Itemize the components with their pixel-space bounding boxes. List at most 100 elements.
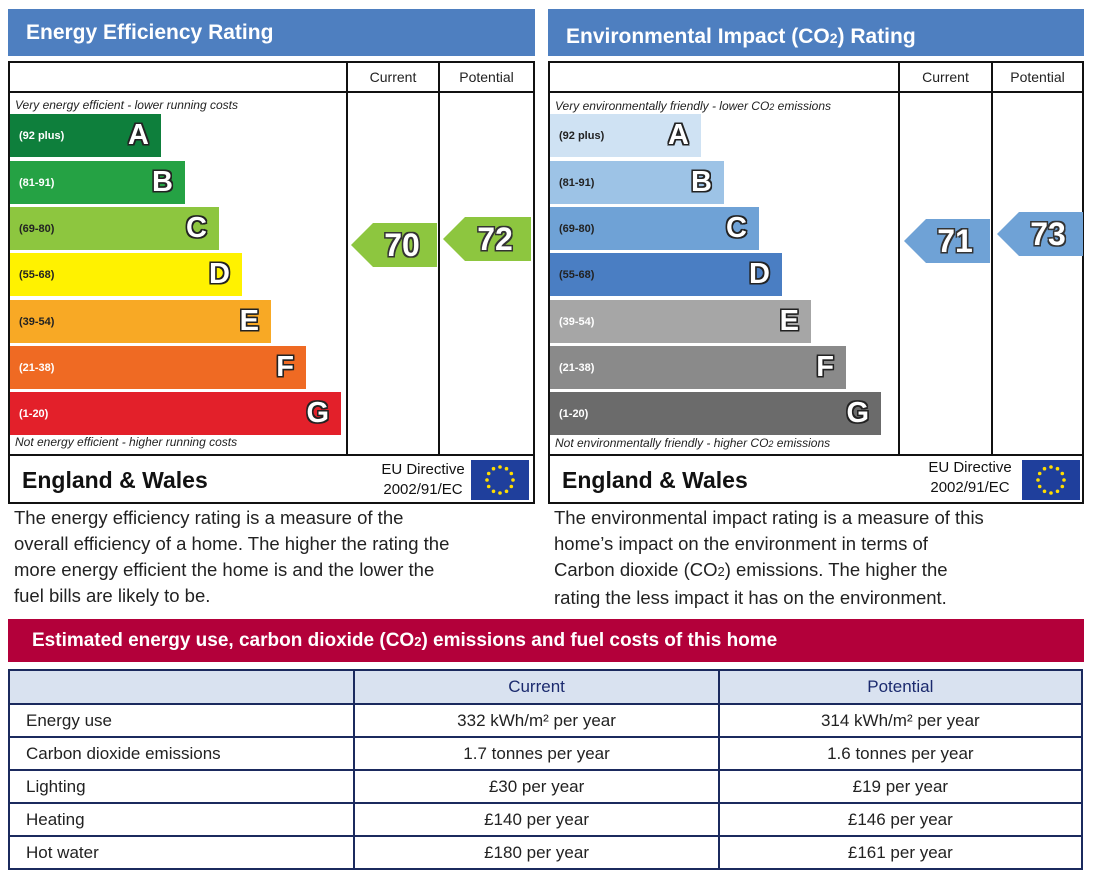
energy-potential-value: 72 [477, 220, 513, 257]
environment-rating-title: Environmental Impact (CO2) Rating [548, 9, 1084, 56]
row-current: 332 kWh/m² per year [353, 703, 720, 738]
energy-band-e: (39-54) E [10, 300, 271, 343]
row-potential: 1.6 tonnes per year [717, 736, 1084, 771]
energy-band-range: (55-68) [19, 268, 55, 281]
table-row: Heating £140 per year £146 per year [7, 802, 1084, 837]
row-potential: £146 per year [717, 802, 1084, 837]
table-row: Energy use 332 kWh/m² per year 314 kWh/m… [7, 703, 1084, 738]
energy-description-line: fuel bills are likely to be. [14, 585, 211, 606]
estimate-potential-header: Potential [717, 669, 1084, 705]
environment-band-letter: A [668, 119, 689, 151]
energy-band-range: (39-54) [19, 315, 55, 328]
environment-eu-directive: EU Directive 2002/91/EC [920, 458, 1020, 498]
energy-eu-directive: EU Directive 2002/91/EC [373, 460, 473, 500]
energy-band-c: (69-80) C [10, 207, 219, 250]
energy-current-header: Current [369, 69, 417, 85]
environment-band-letter: B [691, 166, 712, 198]
row-potential: £161 per year [717, 835, 1084, 870]
environment-band-letter: E [779, 305, 799, 337]
environment-band-e: (39-54) E [550, 300, 811, 343]
energy-top-note: Very energy efficient - lower running co… [15, 98, 238, 112]
estimate-table-header-row: Current Potential [7, 669, 1084, 705]
energy-band-range: (81-91) [19, 176, 55, 189]
energy-band-letter: C [186, 212, 207, 244]
environment-band-range: (21-38) [559, 361, 595, 374]
energy-band-range: (21-38) [19, 361, 55, 374]
energy-band-d: (55-68) D [10, 253, 242, 296]
environment-potential-header: Potential [1010, 69, 1065, 85]
energy-band-letter: B [152, 166, 173, 198]
row-current: £30 per year [353, 769, 720, 804]
energy-description-line: The energy efficiency rating is a measur… [14, 507, 404, 528]
energy-potential-rating-arrow: 72 [443, 217, 531, 261]
energy-potential-header: Potential [459, 69, 514, 85]
environment-description-line: Carbon dioxide (CO2) emissions. The high… [554, 559, 948, 580]
environment-band-c: (69-80) C [550, 207, 759, 250]
estimate-section-title-text: Estimated energy use, carbon dioxide (CO… [32, 629, 778, 651]
environment-band-b: (81-91) B [550, 161, 724, 204]
energy-eu-directive-line2: 2002/91/EC [383, 481, 463, 498]
environment-band-f: (21-38) F [550, 346, 846, 389]
row-label: Lighting [7, 769, 356, 804]
environment-band-range: (1-20) [559, 407, 589, 420]
row-current: 1.7 tonnes per year [353, 736, 720, 771]
environment-current-rating-arrow: 71 [904, 219, 990, 263]
environment-band-range: (55-68) [559, 268, 595, 281]
environment-band-letter: G [846, 397, 869, 429]
row-potential: 314 kWh/m² per year [717, 703, 1084, 738]
energy-band-letter: A [128, 119, 149, 151]
energy-current-value: 70 [384, 226, 420, 263]
energy-band-range: (1-20) [19, 407, 49, 420]
environment-rating-title-text: Environmental Impact (CO2) Rating [566, 24, 916, 48]
environment-top-note: Very environmentally friendly - lower CO… [555, 99, 831, 113]
energy-rating-chart: Current Potential Very energy efficient … [8, 61, 535, 504]
environment-description: The environmental impact rating is a mea… [554, 505, 984, 611]
environment-potential-value: 73 [1030, 215, 1066, 252]
energy-rating-title-text: Energy Efficiency Rating [26, 20, 274, 44]
environment-potential-rating-arrow: 73 [997, 212, 1083, 256]
environment-rating-chart: Current Potential Very environmentally f… [548, 61, 1084, 504]
energy-bottom-note: Not energy efficient - higher running co… [15, 435, 238, 449]
energy-band-range: (69-80) [19, 222, 55, 235]
environment-band-range: (81-91) [559, 176, 595, 189]
energy-description-line: overall efficiency of a home. The higher… [14, 533, 450, 554]
eu-flag-icon [471, 460, 529, 500]
environment-band-d: (55-68) D [550, 253, 782, 296]
environment-band-range: (39-54) [559, 315, 595, 328]
energy-band-letter: D [209, 258, 230, 290]
estimate-header-blank [7, 669, 356, 705]
table-row: Hot water £180 per year £161 per year [7, 835, 1084, 870]
row-current: £140 per year [353, 802, 720, 837]
environment-description-line: The environmental impact rating is a mea… [554, 507, 984, 528]
energy-band-letter: G [306, 397, 329, 429]
environment-description-line: home’s impact on the environment in term… [554, 533, 928, 554]
environment-bottom-note: Not environmentally friendly - higher CO… [555, 436, 831, 450]
row-label: Heating [7, 802, 356, 837]
environment-band-a: (92 plus) A [550, 114, 701, 157]
environment-band-letter: D [749, 258, 770, 290]
row-label: Carbon dioxide emissions [7, 736, 356, 771]
environment-eu-directive-line2: 2002/91/EC [930, 479, 1010, 496]
estimate-current-header: Current [353, 669, 720, 705]
energy-band-range: (92 plus) [19, 129, 65, 142]
estimate-table: Current Potential Energy use 332 kWh/m² … [7, 669, 1084, 870]
environment-current-header: Current [922, 69, 969, 85]
energy-current-rating-arrow: 70 [351, 223, 437, 267]
environment-band-g: (1-20) G [550, 392, 881, 435]
estimate-section-title: Estimated energy use, carbon dioxide (CO… [8, 619, 1084, 662]
row-potential: £19 per year [717, 769, 1084, 804]
row-current: £180 per year [353, 835, 720, 870]
eu-flag-icon [1022, 460, 1080, 500]
environment-region-label: England & Wales [562, 467, 748, 493]
energy-description: The energy efficiency rating is a measur… [14, 505, 449, 609]
table-row: Lighting £30 per year £19 per year [7, 769, 1084, 804]
row-label: Hot water [7, 835, 356, 870]
environment-band-letter: F [816, 351, 834, 383]
energy-band-b: (81-91) B [10, 161, 185, 204]
energy-region-label: England & Wales [22, 467, 208, 493]
environment-description-line: rating the less impact it has on the env… [554, 587, 947, 608]
table-row: Carbon dioxide emissions 1.7 tonnes per … [7, 736, 1084, 771]
environment-current-value: 71 [937, 222, 973, 259]
environment-band-range: (69-80) [559, 222, 595, 235]
energy-band-f: (21-38) F [10, 346, 306, 389]
